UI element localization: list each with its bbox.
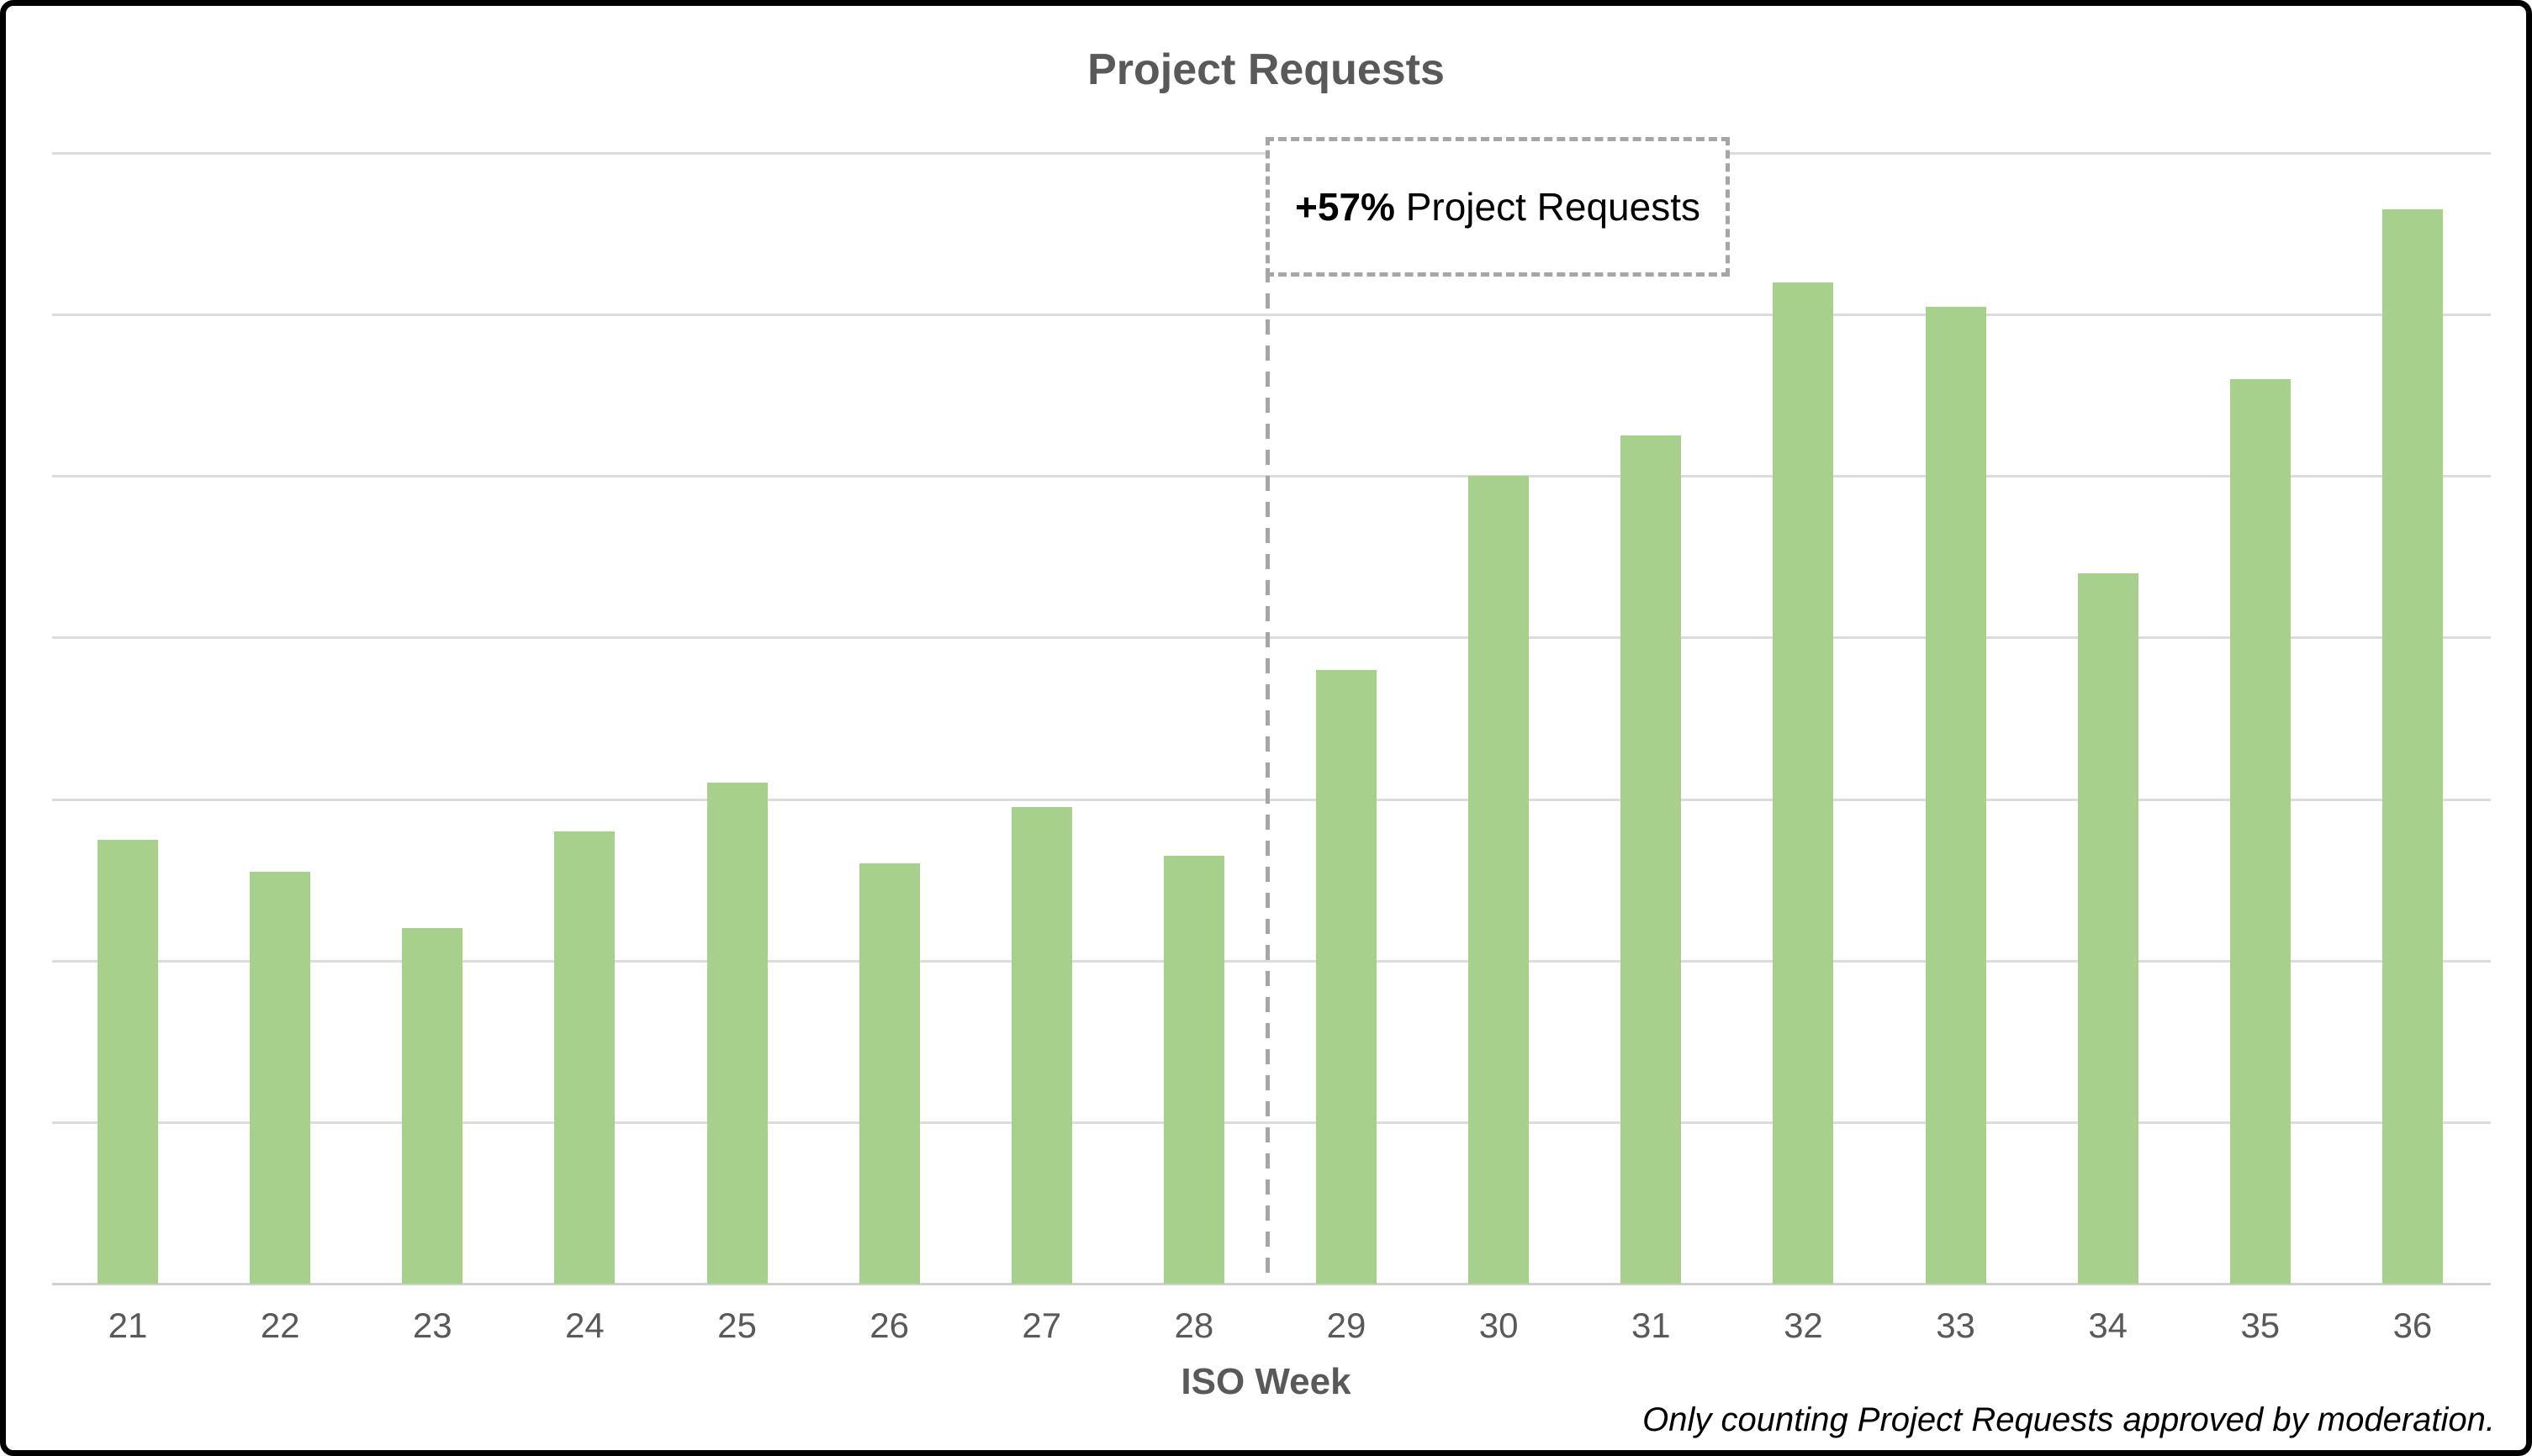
- bar-week-36: [2381, 209, 2443, 1284]
- x-tick-25: 25: [717, 1306, 757, 1345]
- x-tick-24: 24: [565, 1306, 605, 1345]
- bar-week-34: [2077, 573, 2138, 1284]
- annotation-text: +57% Project Requests: [1295, 184, 1700, 229]
- gridline: [52, 314, 2491, 317]
- bar-week-30: [1468, 476, 1530, 1284]
- x-tick-35: 35: [2240, 1306, 2281, 1345]
- bar-week-27: [1011, 807, 1072, 1284]
- x-tick-34: 34: [2088, 1306, 2128, 1345]
- bar-week-26: [859, 863, 920, 1284]
- x-tick-26: 26: [870, 1306, 909, 1345]
- x-tick-28: 28: [1174, 1306, 1214, 1345]
- bar-week-23: [402, 928, 463, 1284]
- bar-week-35: [2229, 379, 2291, 1284]
- x-axis-baseline: [52, 1282, 2491, 1285]
- gridline: [52, 475, 2491, 478]
- bar-week-24: [554, 831, 616, 1284]
- x-axis-title: ISO Week: [1181, 1361, 1351, 1402]
- x-tick-32: 32: [1784, 1306, 1823, 1345]
- divider-dashed-line: [1266, 137, 1270, 1284]
- gridline: [52, 798, 2491, 801]
- x-tick-36: 36: [2392, 1306, 2433, 1345]
- gridline: [52, 1121, 2491, 1124]
- annotation-label: Project Requests: [1394, 185, 1700, 229]
- x-tick-29: 29: [1326, 1306, 1366, 1345]
- plot-area: [52, 152, 2491, 1285]
- chart-title: Project Requests: [1087, 45, 1445, 94]
- gridline: [52, 636, 2491, 640]
- x-tick-21: 21: [108, 1306, 148, 1345]
- x-tick-30: 30: [1478, 1306, 1519, 1345]
- x-tick-23: 23: [412, 1306, 452, 1345]
- annotation-percent: +57%: [1295, 185, 1395, 229]
- x-tick-31: 31: [1631, 1306, 1671, 1345]
- footnote: Only counting Project Requests approved …: [1642, 1401, 2495, 1438]
- bar-week-31: [1620, 435, 1682, 1284]
- x-tick-22: 22: [260, 1306, 300, 1345]
- x-tick-33: 33: [1936, 1306, 1975, 1345]
- bar-week-28: [1163, 856, 1224, 1284]
- annotation-box: +57% Project Requests: [1266, 137, 1730, 277]
- bar-week-29: [1316, 670, 1377, 1284]
- bar-week-22: [250, 872, 311, 1284]
- bar-week-32: [1773, 282, 1834, 1284]
- x-tick-27: 27: [1022, 1306, 1062, 1345]
- bar-week-33: [1925, 307, 1986, 1284]
- bar-week-25: [706, 783, 768, 1284]
- bar-week-21: [98, 840, 158, 1284]
- gridline: [52, 959, 2491, 963]
